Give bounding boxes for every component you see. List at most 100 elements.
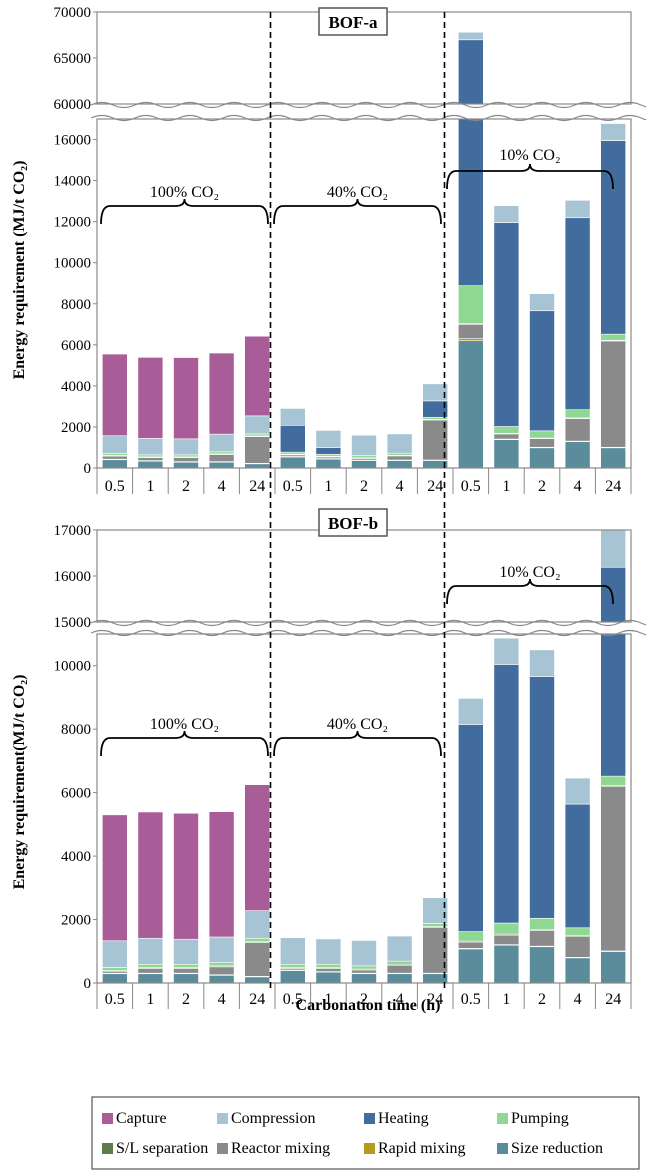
bar-segment-capture xyxy=(137,811,164,939)
x-tick-label: 24 xyxy=(427,991,443,1008)
bar-segment-pumping xyxy=(315,963,342,968)
x-tick-label: 4 xyxy=(574,478,582,495)
bar-segment-compression xyxy=(564,199,591,219)
bar-segment-size-reduction xyxy=(279,456,306,469)
bar-segment-compression xyxy=(208,433,235,453)
y-tick-label: 2000 xyxy=(61,913,91,929)
bar-segment-compression xyxy=(529,649,555,677)
bar-segment-pumping xyxy=(208,451,235,455)
legend-item: Capture xyxy=(102,1110,167,1127)
bar-stack xyxy=(315,430,342,469)
bar-segment-pumping xyxy=(386,960,413,965)
bar-segment-reactor-mixing xyxy=(102,455,128,460)
legend-swatch xyxy=(497,1143,508,1154)
bar-segment-compression xyxy=(493,205,520,223)
legend-swatch xyxy=(497,1113,508,1124)
group-separators xyxy=(269,12,446,990)
legend-label: S/L separation xyxy=(116,1140,208,1157)
legend-label: Capture xyxy=(116,1110,167,1127)
x-tick-label: 24 xyxy=(427,478,443,495)
bar-segment-pumping xyxy=(244,937,270,942)
x-tick-label: 1 xyxy=(502,991,510,1008)
bar-segment-compression xyxy=(529,293,555,312)
bar-stack xyxy=(564,199,591,469)
group-label: 10% CO₂ xyxy=(499,564,560,581)
bar-segment-compression xyxy=(386,935,413,962)
bar-segment-size-reduction xyxy=(529,447,555,469)
bar-segment-capture xyxy=(102,814,128,942)
bar-segment-reactor-mixing xyxy=(208,966,235,976)
bar-segment-pumping xyxy=(351,455,377,459)
y-tick-label: 0 xyxy=(84,461,92,477)
bar-segment-reactor-mixing xyxy=(457,323,484,339)
legend-swatch xyxy=(102,1113,113,1124)
bar-segment-pumping xyxy=(137,963,164,968)
bar-segment-reactor-mixing xyxy=(493,433,520,440)
bar-segment-pumping xyxy=(529,430,555,439)
y-tick-label: 16000 xyxy=(54,133,92,149)
x-tick-label: 24 xyxy=(249,991,265,1008)
bar-stack xyxy=(386,433,413,469)
bar-segment-pumping xyxy=(564,409,591,419)
y-tick-label: 8000 xyxy=(61,297,91,313)
bar-stack xyxy=(457,31,484,469)
x-tick-label: 1 xyxy=(146,478,154,495)
y-tick-label: 15000 xyxy=(54,615,92,631)
legend-item: Compression xyxy=(217,1110,315,1127)
bar-segment-compression xyxy=(457,698,484,725)
bar-segment-compression xyxy=(564,777,591,805)
bar-stack xyxy=(529,649,555,984)
bar-segment-pumping xyxy=(279,963,306,968)
bar-segment-size-reduction xyxy=(173,973,199,984)
bar-segment-size-reduction xyxy=(493,438,520,469)
y-tick-label: 6000 xyxy=(61,786,91,802)
bar-segment-reactor-mixing xyxy=(137,968,164,974)
x-tick-label: 2 xyxy=(182,991,190,1008)
legend-item: Reactor mixing xyxy=(217,1140,330,1157)
bar-stack xyxy=(102,353,128,469)
bar-segment-compression xyxy=(208,936,235,963)
x-tick-label: 0.5 xyxy=(105,991,125,1008)
bar-segment-size-reduction xyxy=(173,461,199,469)
y-tick-label: 17000 xyxy=(54,523,92,539)
bar-stack xyxy=(493,637,520,984)
bar-segment-size-reduction xyxy=(564,957,591,984)
bar-stack xyxy=(279,937,306,984)
axis-break-wave xyxy=(90,101,646,109)
bar-segment-rapid-mixing xyxy=(457,338,484,342)
bar-segment-heating xyxy=(600,140,627,335)
bar-segment-size-reduction xyxy=(137,460,164,469)
bar-segment-reactor-mixing xyxy=(493,934,520,945)
bar-segment-pumping xyxy=(386,452,413,456)
x-tick-label: 2 xyxy=(360,478,368,495)
legend: Capture Compression Heating Pumping S/L sepa… xyxy=(91,1096,640,1170)
bar-segment-reactor-mixing xyxy=(529,438,555,448)
bar-segment-reactor-mixing xyxy=(457,941,484,949)
bar-segment-pumping xyxy=(529,917,555,930)
bar-segment-reactor-mixing xyxy=(208,454,235,462)
y-tick-label: 65000 xyxy=(54,51,92,67)
axis-break-wave xyxy=(90,619,646,627)
bar-segment-compression xyxy=(315,938,342,965)
axis-break-wave xyxy=(90,629,646,637)
bar-segment-heating xyxy=(493,664,520,924)
bof-a-title: BOF-a xyxy=(328,13,378,32)
bar-segment-size-reduction xyxy=(493,944,520,984)
bar-stack xyxy=(244,335,270,469)
x-tick-label: 24 xyxy=(249,478,265,495)
bof-a-y-axis-label: Energy requirement (MJ/t CO₂) xyxy=(11,161,28,380)
group-brace xyxy=(446,578,614,605)
bar-segment-size-reduction xyxy=(600,447,627,469)
bar-stack xyxy=(493,205,520,469)
bar-segment-capture xyxy=(173,357,199,440)
x-axis-label: Carbonation time (h) xyxy=(296,997,441,1014)
group-brace xyxy=(100,198,269,225)
bar-segment-capture xyxy=(173,812,199,940)
bar-stack xyxy=(173,812,199,984)
bar-stack xyxy=(244,784,270,984)
y-tick-label: 12000 xyxy=(54,215,92,231)
bar-segment-size-reduction xyxy=(279,970,306,984)
x-tick-label: 0.5 xyxy=(461,991,481,1008)
bar-segment-size-reduction xyxy=(457,948,484,984)
bof-b-y-axis-label: Energy requirement(MJ/t CO₂) xyxy=(11,675,28,890)
